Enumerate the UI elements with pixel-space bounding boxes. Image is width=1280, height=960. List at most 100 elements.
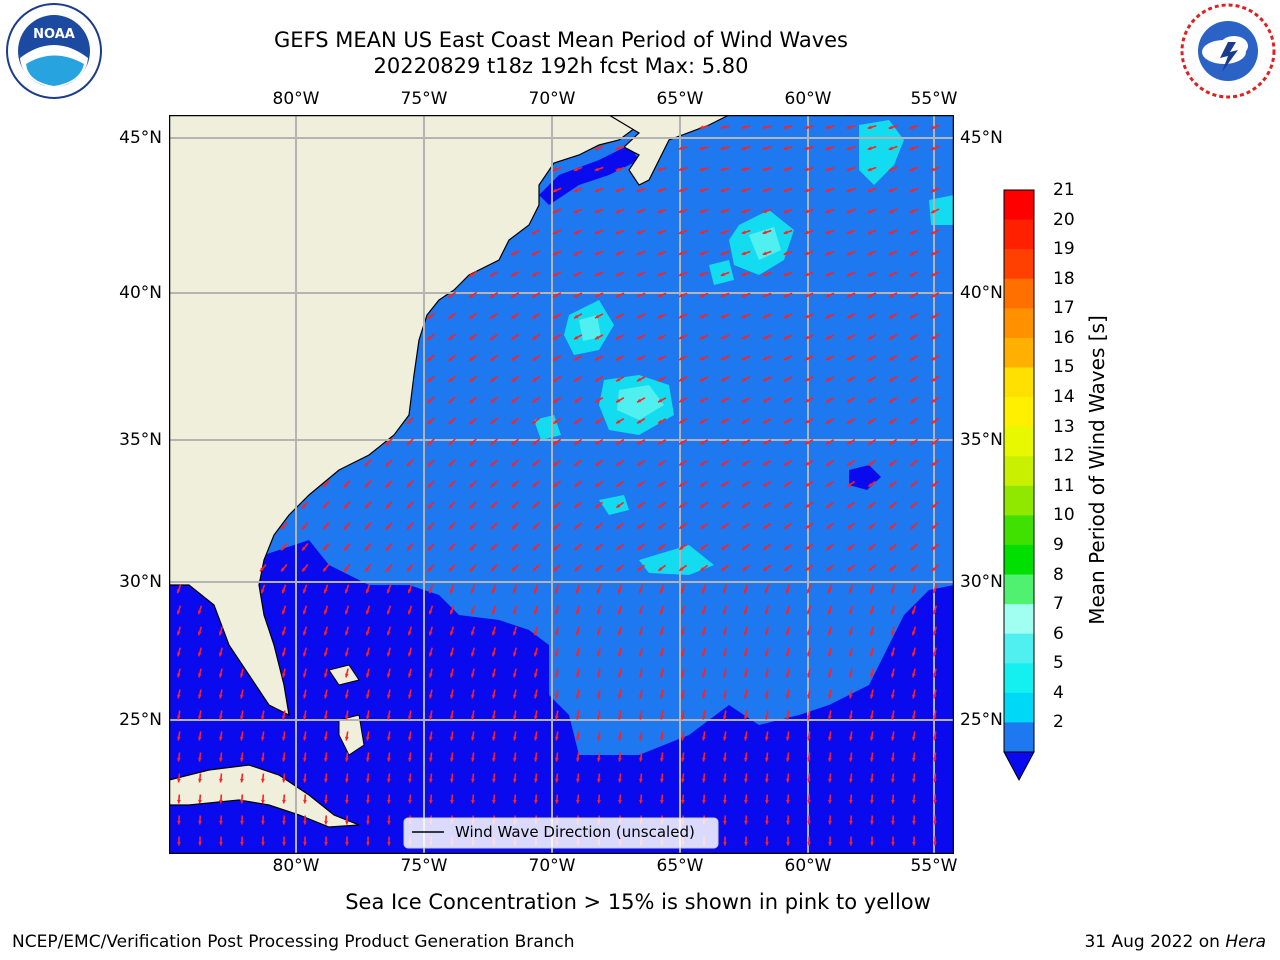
- wave-arrow-head: [658, 482, 663, 487]
- wave-arrow-head: [909, 230, 914, 235]
- wave-arrow-head: [846, 167, 851, 172]
- wave-arrow-head: [911, 715, 916, 720]
- wave-arrow-head: [386, 589, 391, 594]
- wave-arrow-head: [218, 694, 223, 699]
- wave-arrow-head: [741, 251, 746, 256]
- wave-arrow-head: [345, 820, 349, 825]
- wave-arrow-head: [470, 567, 474, 572]
- colorbar-cell: [1004, 249, 1034, 280]
- wave-arrow-head: [679, 482, 684, 487]
- sea-ice-caption-text: Sea Ice Concentration > 15% is shown in …: [345, 890, 931, 914]
- wave-arrow-head: [387, 820, 391, 825]
- colorbar-tick-label: 10: [1053, 505, 1075, 526]
- wave-arrow-head: [847, 377, 852, 382]
- wave-arrow-head: [512, 694, 517, 699]
- wave-arrow-head: [428, 778, 433, 783]
- wave-arrow-head: [364, 462, 369, 467]
- wave-arrow-head: [930, 167, 935, 172]
- wave-arrow-head: [867, 125, 872, 130]
- wave-arrow-head: [636, 356, 641, 361]
- wave-arrow-head: [847, 546, 852, 550]
- wave-arrow-head: [302, 546, 306, 551]
- wave-arrow-head: [720, 125, 725, 130]
- wave-arrow-head: [533, 757, 538, 762]
- wave-arrow-head: [910, 398, 915, 403]
- wave-arrow-head: [281, 546, 285, 551]
- wave-arrow-head: [891, 799, 895, 804]
- wave-arrow-head: [281, 589, 286, 594]
- wave-arrow-head: [678, 356, 683, 361]
- wave-arrow-head: [427, 378, 432, 382]
- wave-arrow-head: [699, 293, 704, 298]
- wave-arrow-head: [804, 251, 809, 256]
- wave-arrow-head: [849, 841, 853, 846]
- wave-arrow-head: [909, 167, 914, 172]
- wave-arrow-head: [638, 610, 643, 615]
- wave-arrow-head: [848, 652, 853, 657]
- wave-arrow-head: [910, 504, 915, 508]
- wave-arrow-head: [867, 293, 872, 298]
- wave-arrow-head: [765, 820, 769, 825]
- wave-arrow-head: [176, 778, 181, 783]
- wave-arrow-head: [448, 504, 453, 509]
- wave-arrow-head: [699, 146, 704, 151]
- wave-arrow-head: [594, 146, 599, 151]
- wave-arrow-head: [344, 610, 349, 615]
- wave-arrow-head: [930, 188, 935, 193]
- wave-arrow-head: [449, 546, 453, 551]
- footer-host: Hera: [1225, 932, 1266, 952]
- wave-arrow-head: [615, 209, 620, 214]
- lon-label-top-75w: 75°W: [400, 89, 448, 109]
- wave-arrow-head: [596, 694, 601, 699]
- wave-arrow-head: [700, 440, 705, 445]
- wave-arrow-head: [470, 736, 475, 741]
- wave-arrow-head: [783, 188, 788, 193]
- wave-arrow-head: [678, 272, 683, 277]
- wave-arrow-head: [720, 272, 725, 277]
- wave-arrow-head: [573, 209, 578, 214]
- lon-label-bottom-65w: 65°W: [656, 856, 704, 876]
- wave-arrow-head: [281, 757, 286, 762]
- wave-arrow-head: [659, 694, 664, 699]
- wave-arrow-head: [744, 799, 748, 804]
- wave-arrow-head: [491, 757, 496, 762]
- wave-arrow-head: [741, 209, 746, 214]
- wave-arrow-head: [806, 736, 811, 741]
- wave-arrow-head: [827, 610, 832, 615]
- wave-arrow-head: [386, 694, 391, 699]
- wave-arrow-head: [323, 715, 328, 720]
- wave-arrow-head: [428, 546, 432, 551]
- wave-arrow-head: [699, 335, 704, 340]
- wave-arrow-head: [553, 420, 558, 424]
- wave-arrow-head: [722, 631, 727, 636]
- wave-arrow-head: [470, 589, 475, 594]
- wave-arrow-head: [742, 524, 747, 529]
- wave-arrow-head: [720, 209, 725, 214]
- wave-arrow-head: [344, 546, 348, 551]
- colorbar-tick-label: 21: [1053, 180, 1075, 200]
- wave-arrow-head: [827, 715, 832, 720]
- wave-arrow-head: [764, 589, 769, 594]
- wave-arrow-head: [869, 757, 874, 762]
- wave-arrow-head: [302, 525, 306, 530]
- wave-arrow-head: [743, 736, 748, 741]
- wave-arrow-head: [763, 482, 768, 487]
- wave-arrow-head: [805, 567, 810, 571]
- wave-arrow-head: [218, 673, 223, 678]
- wave-arrow-head: [701, 631, 706, 636]
- wave-arrow-head: [868, 419, 873, 424]
- wave-arrow-head: [469, 272, 474, 277]
- wave-arrow-head: [532, 483, 537, 487]
- wave-arrow-head: [868, 398, 873, 403]
- wave-arrow-head: [554, 652, 559, 657]
- wave-arrow-head: [742, 419, 747, 424]
- wave-arrow-head: [933, 799, 937, 804]
- wave-arrow-head: [617, 610, 622, 615]
- wave-arrow-head: [741, 125, 746, 130]
- wave-arrow-head: [617, 652, 622, 657]
- wave-arrow-head: [657, 230, 662, 235]
- nws-logo: [1180, 3, 1276, 99]
- wave-arrow-head: [449, 610, 454, 615]
- wave-arrow-head: [406, 483, 411, 488]
- wave-arrow-head: [302, 567, 306, 572]
